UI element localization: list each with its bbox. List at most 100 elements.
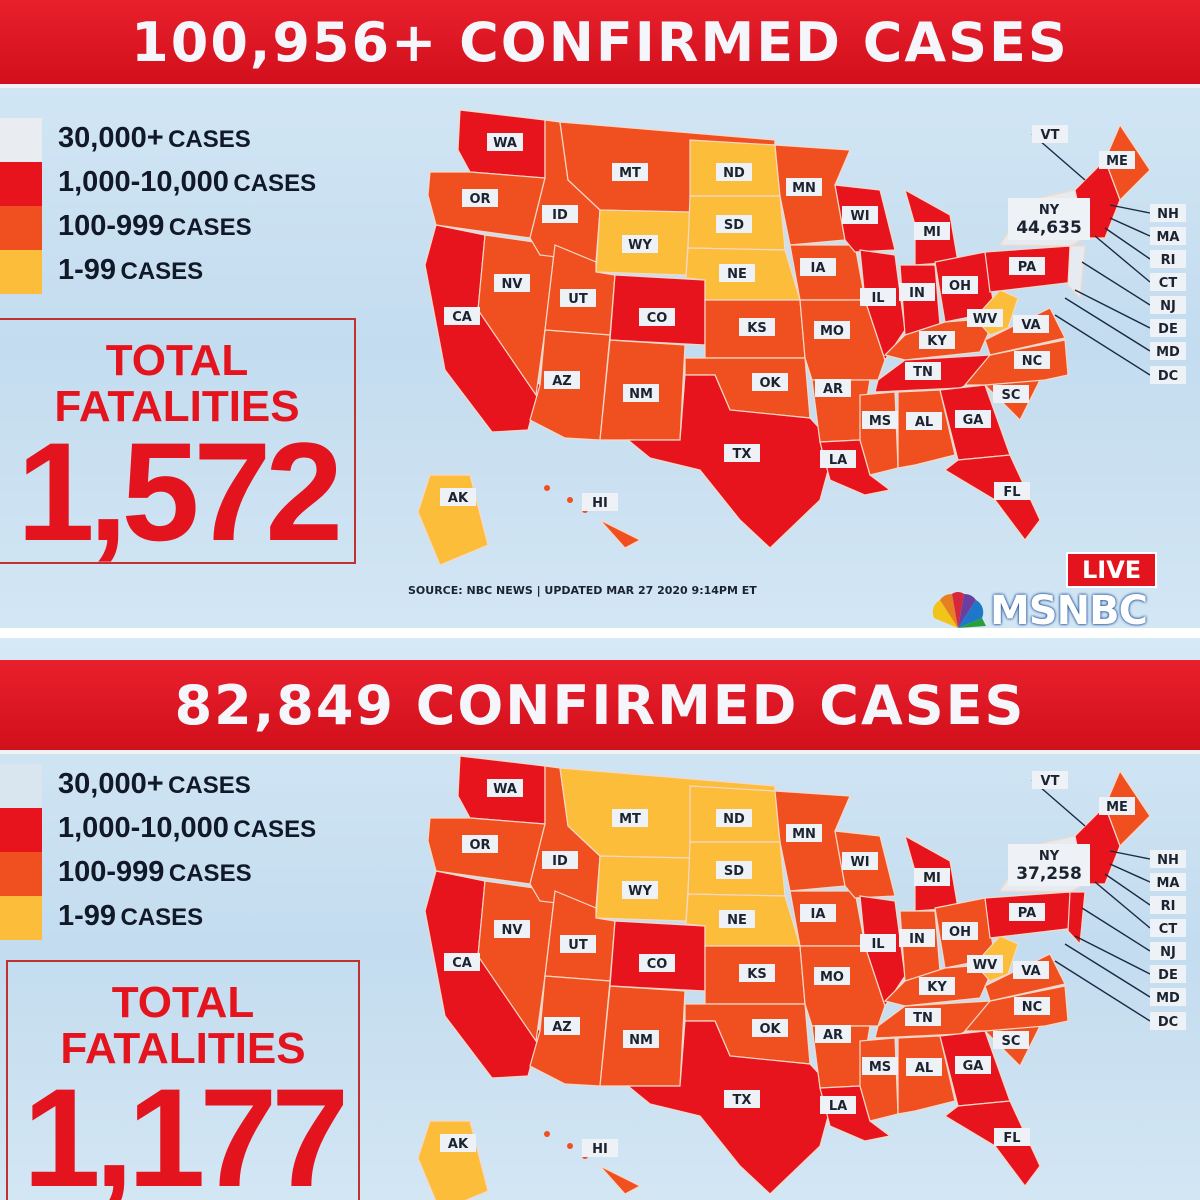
state-label-sc: SC — [993, 385, 1029, 403]
svg-text:AL: AL — [915, 1061, 933, 1076]
state-label-nc: NC — [1014, 997, 1050, 1015]
legend-unit: CASES — [168, 860, 252, 887]
svg-text:NM: NM — [629, 387, 653, 402]
svg-text:MI: MI — [923, 871, 941, 886]
svg-text:NC: NC — [1022, 354, 1042, 369]
state-label-mn: MN — [786, 824, 822, 842]
peacock-icon — [932, 592, 986, 628]
state-label-tn: TN — [905, 362, 941, 380]
svg-text:MD: MD — [1156, 991, 1180, 1006]
state-label-de: DE — [1150, 965, 1186, 983]
state-label-nj: NJ — [1150, 942, 1186, 960]
svg-text:TX: TX — [733, 1093, 752, 1108]
svg-text:NJ: NJ — [1160, 299, 1176, 314]
svg-text:OR: OR — [469, 838, 490, 853]
leader-line — [1109, 863, 1151, 883]
state-label-fl: FL — [994, 1128, 1030, 1146]
state-label-ri: RI — [1150, 250, 1186, 268]
state-ak — [417, 1120, 489, 1200]
svg-text:CA: CA — [452, 956, 472, 971]
svg-text:DC: DC — [1158, 369, 1178, 384]
source-caption: SOURCE: NBC NEWS | UPDATED MAR 27 2020 9… — [408, 584, 757, 597]
svg-text:MN: MN — [792, 181, 816, 196]
state-label-al: AL — [906, 412, 942, 430]
state-label-wi: WI — [842, 852, 878, 870]
state-label-mn: MN — [786, 178, 822, 196]
legend-unit: CASES — [233, 170, 317, 197]
leader-line — [1109, 217, 1151, 237]
svg-text:ID: ID — [552, 208, 568, 223]
hawaii-island — [544, 1131, 550, 1137]
state-label-sd: SD — [716, 861, 752, 879]
map-panel-top: 100,956+ CONFIRMED CASES 30,000+ CASES 1… — [0, 0, 1200, 628]
svg-text:KY: KY — [927, 980, 947, 995]
svg-text:IN: IN — [909, 932, 925, 947]
state-label-dc: DC — [1150, 366, 1186, 384]
legend-swatch — [0, 808, 42, 852]
svg-text:KS: KS — [747, 967, 766, 982]
svg-text:NE: NE — [727, 267, 747, 282]
state-label-sc: SC — [993, 1031, 1029, 1049]
svg-text:SD: SD — [724, 864, 744, 879]
headline: 100,956+ CONFIRMED CASES — [131, 10, 1069, 74]
svg-text:CO: CO — [647, 957, 668, 972]
state-label-ak: AK — [440, 488, 476, 506]
state-hi — [599, 1165, 642, 1195]
svg-text:MO: MO — [820, 970, 844, 985]
svg-text:MI: MI — [923, 225, 941, 240]
state-label-la: LA — [820, 1096, 856, 1114]
state-label-ne: NE — [719, 910, 755, 928]
state-label-mt: MT — [612, 809, 648, 827]
leader-line — [1081, 261, 1151, 306]
state-label-or: OR — [462, 189, 498, 207]
state-label-nh: NH — [1150, 850, 1186, 868]
state-label-wa: WA — [487, 133, 523, 151]
legend-value: 100-999 — [58, 856, 165, 888]
legend-value: 30,000+ — [58, 768, 164, 800]
hawaii-island — [544, 485, 550, 491]
svg-text:RI: RI — [1161, 899, 1176, 914]
state-label-ky: KY — [919, 331, 955, 349]
state-label-wi: WI — [842, 206, 878, 224]
svg-text:TX: TX — [733, 447, 752, 462]
state-label-me: ME — [1099, 797, 1135, 815]
state-label-ma: MA — [1150, 227, 1186, 245]
state-label-nm: NM — [623, 384, 659, 402]
state-label-mo: MO — [814, 967, 850, 985]
state-label-ok: OK — [752, 1019, 788, 1037]
svg-text:AK: AK — [448, 491, 469, 506]
svg-text:NV: NV — [502, 923, 523, 938]
svg-text:LA: LA — [829, 1099, 847, 1114]
svg-text:SC: SC — [1002, 1034, 1021, 1049]
svg-text:CO: CO — [647, 311, 668, 326]
state-label-vt: VT — [1032, 771, 1068, 789]
svg-text:NM: NM — [629, 1033, 653, 1048]
svg-text:AR: AR — [823, 382, 843, 397]
state-label-wy: WY — [622, 235, 658, 253]
legend-value: 30,000+ — [58, 122, 164, 154]
legend-swatch — [0, 250, 42, 294]
svg-text:MT: MT — [619, 166, 641, 181]
state-label-ne: NE — [719, 264, 755, 282]
legend-swatch — [0, 852, 42, 896]
svg-text:IL: IL — [871, 937, 884, 952]
state-label-ms: MS — [862, 1057, 898, 1075]
state-label-ct: CT — [1150, 273, 1186, 291]
state-label-or: OR — [462, 835, 498, 853]
network-name: MSNBC — [990, 588, 1148, 628]
leader-line — [1094, 235, 1151, 283]
state-label-ga: GA — [955, 1056, 991, 1074]
svg-text:HI: HI — [592, 496, 608, 511]
svg-text:FL: FL — [1003, 1131, 1020, 1146]
svg-text:ID: ID — [552, 854, 568, 869]
headline-banner: 100,956+ CONFIRMED CASES — [0, 0, 1200, 88]
leader-line — [1081, 907, 1151, 952]
state-label-ar: AR — [815, 379, 851, 397]
state-fl — [943, 1100, 1041, 1187]
state-label-ga: GA — [955, 410, 991, 428]
state-label-va: VA — [1013, 961, 1049, 979]
legend-value: 100-999 — [58, 210, 165, 242]
svg-text:WY: WY — [628, 238, 652, 253]
svg-text:OK: OK — [759, 376, 781, 391]
